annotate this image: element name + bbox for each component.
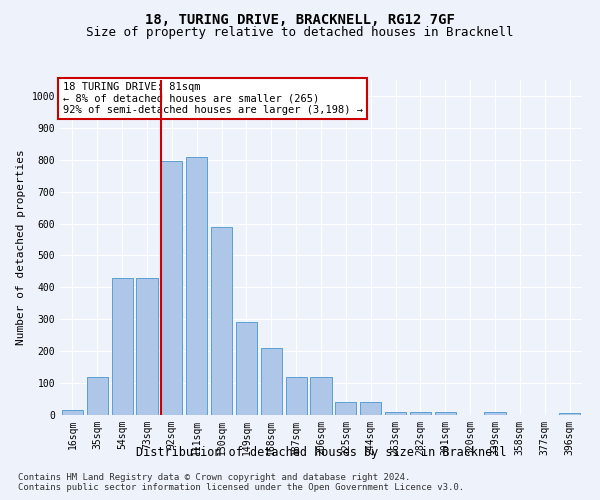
Text: Contains HM Land Registry data © Crown copyright and database right 2024.: Contains HM Land Registry data © Crown c… [18,473,410,482]
Bar [261,348,282,415]
Bar [484,412,506,415]
Bar [335,402,356,415]
Bar [186,157,207,415]
Bar [559,414,580,415]
Text: Size of property relative to detached houses in Bracknell: Size of property relative to detached ho… [86,26,514,39]
Bar [136,278,158,415]
Text: 18, TURING DRIVE, BRACKNELL, RG12 7GF: 18, TURING DRIVE, BRACKNELL, RG12 7GF [145,12,455,26]
Bar [286,376,307,415]
Bar [435,412,456,415]
Text: Contains public sector information licensed under the Open Government Licence v3: Contains public sector information licen… [18,483,464,492]
Bar [385,412,406,415]
Text: 18 TURING DRIVE: 81sqm
← 8% of detached houses are smaller (265)
92% of semi-det: 18 TURING DRIVE: 81sqm ← 8% of detached … [62,82,362,115]
Bar [161,162,182,415]
Bar [87,376,108,415]
Bar [211,227,232,415]
Bar [112,278,133,415]
Bar [410,412,431,415]
Bar [310,376,332,415]
Bar [62,410,83,415]
Bar [360,402,381,415]
Text: Distribution of detached houses by size in Bracknell: Distribution of detached houses by size … [136,446,506,459]
Bar [236,322,257,415]
Y-axis label: Number of detached properties: Number of detached properties [16,150,26,346]
